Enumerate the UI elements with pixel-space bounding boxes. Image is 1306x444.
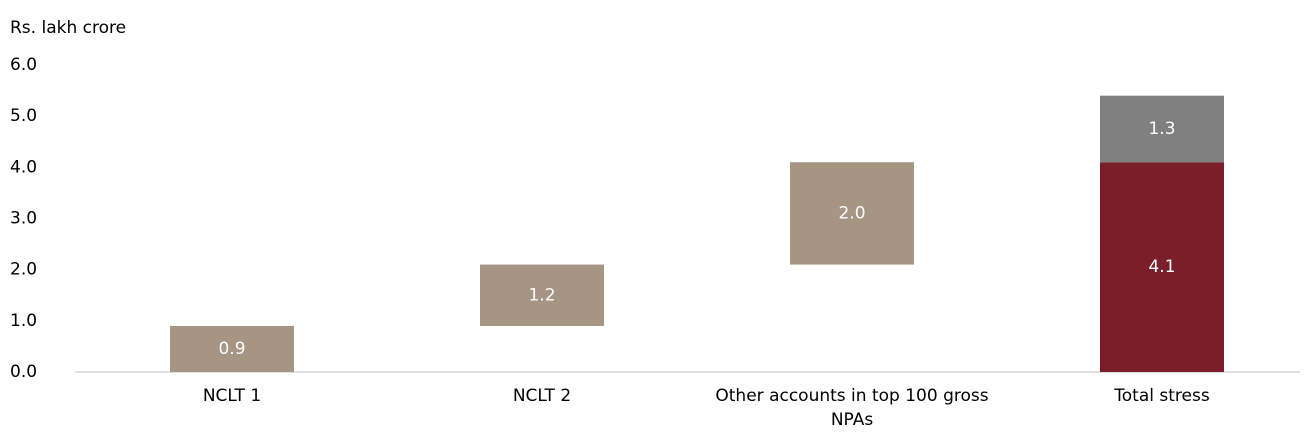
data-label: 2.0: [838, 203, 865, 223]
data-label: 4.1: [1148, 257, 1175, 277]
x-tick-label: NCLT 2: [512, 386, 572, 406]
y-tick-label: 0.0: [10, 362, 37, 382]
y-tick-label: 5.0: [10, 106, 37, 126]
x-tick-label: Total stress: [1114, 386, 1210, 406]
y-tick-label: 4.0: [10, 157, 37, 177]
bar: [790, 162, 914, 265]
y-axis-label: Rs. lakh crore: [10, 18, 126, 38]
y-tick-label: 3.0: [10, 209, 37, 229]
x-tick-label: Other accounts in top 100 gross NPAs: [715, 386, 989, 430]
bar: [170, 325, 294, 372]
data-label: 1.3: [1148, 119, 1175, 139]
y-tick-label: 2.0: [10, 260, 37, 280]
y-tick-label: 1.0: [10, 311, 37, 331]
data-label: 1.2: [528, 285, 555, 305]
bar: [1100, 162, 1224, 372]
bar: [480, 264, 604, 326]
data-label: 0.9: [218, 339, 245, 359]
x-tick-label: NCLT 1: [202, 386, 262, 406]
y-tick-label: 6.0: [10, 55, 37, 75]
bar: [1100, 95, 1224, 163]
